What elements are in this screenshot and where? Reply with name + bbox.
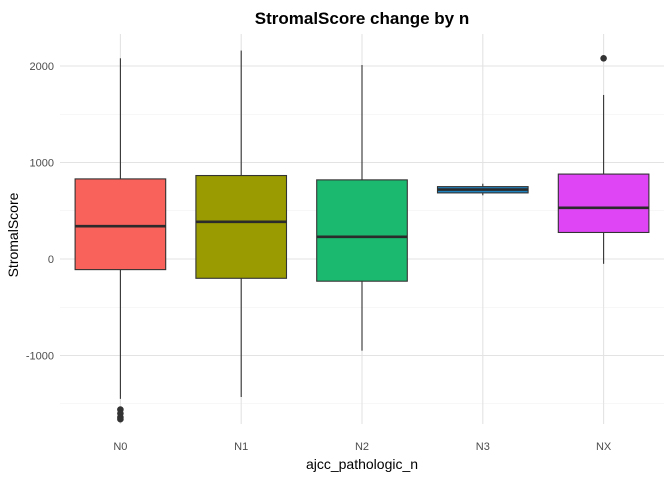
chart-title: StromalScore change by n xyxy=(255,9,469,28)
outlier-point xyxy=(600,54,607,62)
box-body xyxy=(316,179,408,282)
boxes xyxy=(74,50,650,423)
x-axis-title: ajcc_pathologic_n xyxy=(306,456,418,472)
y-tick-label: 2000 xyxy=(30,61,54,73)
box-n3 xyxy=(436,183,529,196)
box-body xyxy=(74,178,167,271)
x-tick-label: N1 xyxy=(234,441,248,453)
x-tick-label: N3 xyxy=(476,441,490,453)
y-tick-label: -1000 xyxy=(26,351,54,363)
x-tick-label: N2 xyxy=(355,441,369,453)
x-tick-label: NX xyxy=(596,441,612,453)
y-tick-label: 0 xyxy=(48,254,54,266)
box-nx xyxy=(557,54,650,264)
box-n2 xyxy=(316,65,408,351)
outlier-point xyxy=(117,415,124,423)
y-axis-title: StromalScore xyxy=(5,192,21,277)
x-tick-label: N0 xyxy=(113,441,127,453)
box-body xyxy=(195,174,288,279)
tick-labels: -1000 0 1000 2000 N0 N1 N2 N3 NX xyxy=(26,61,612,453)
box-n1 xyxy=(195,50,288,397)
y-tick-label: 1000 xyxy=(30,158,54,170)
box-body xyxy=(557,173,650,234)
box-n0 xyxy=(74,58,167,423)
